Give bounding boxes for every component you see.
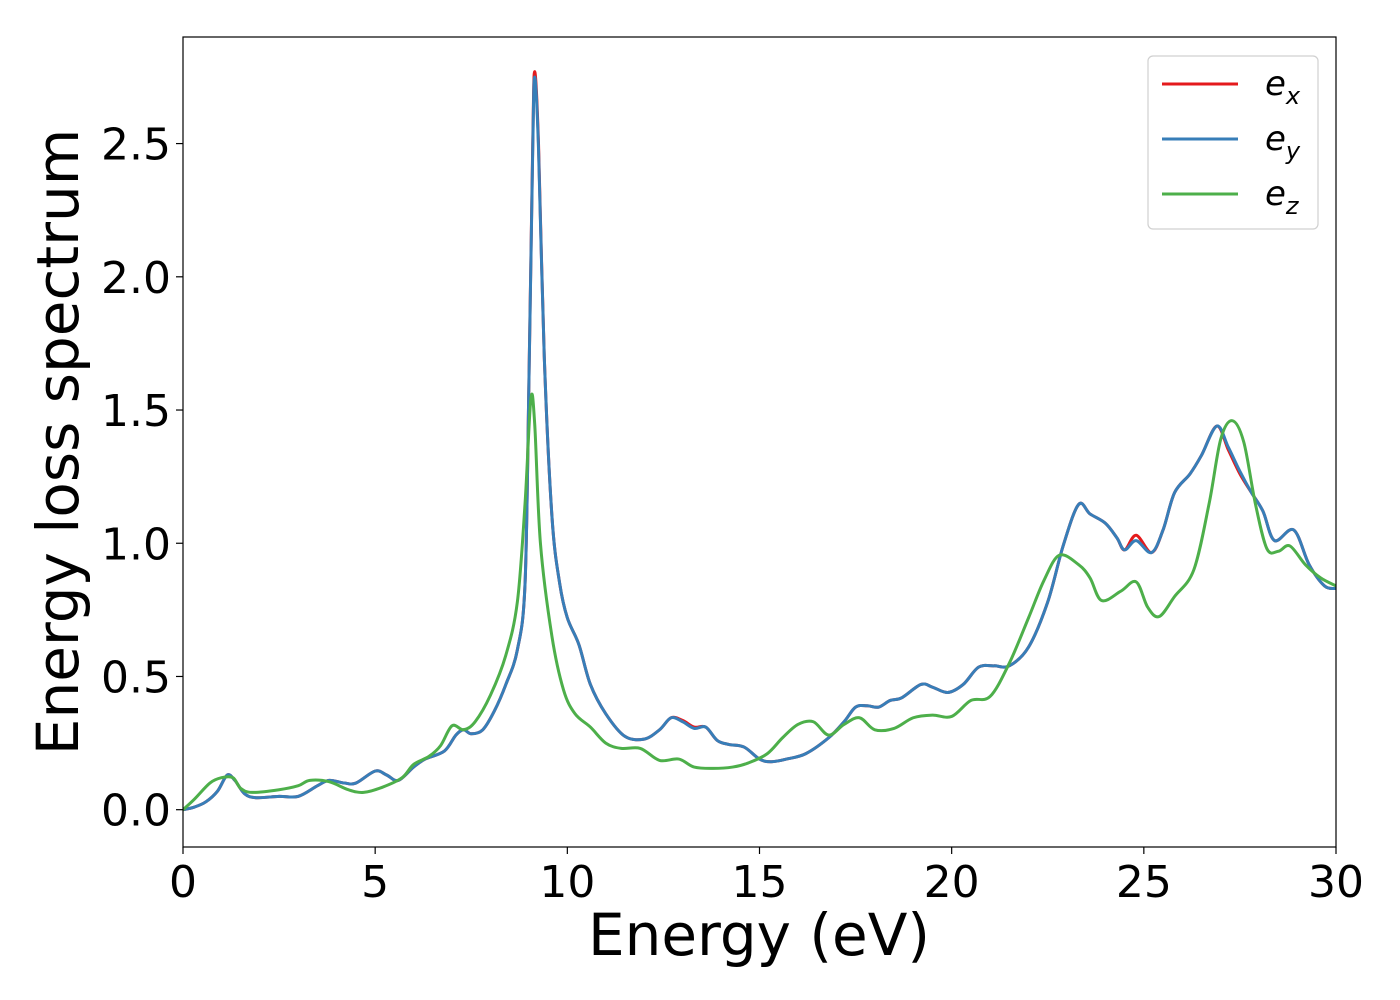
legend-label-sub: y: [1285, 137, 1301, 165]
y-tick-label: 2.0: [101, 253, 171, 304]
series-layer: [183, 70, 1336, 812]
y-axis-title: Energy loss spectrum: [24, 129, 92, 755]
x-axis-title: Energy (eV): [588, 901, 930, 969]
legend-label-base: e: [1265, 64, 1286, 104]
y-tick-label: 0.5: [101, 652, 171, 703]
x-axis: 0 5 10 15 20 25 30: [169, 847, 1364, 908]
legend-label-base: e: [1265, 119, 1286, 159]
legend-label-base: e: [1265, 174, 1286, 214]
x-tick-label: 5: [361, 857, 389, 908]
legend-box: [1147, 55, 1319, 230]
x-tick-label: 15: [732, 857, 788, 908]
y-tick-label: 0.0: [101, 786, 171, 837]
y-tick-label: 1.5: [101, 386, 171, 437]
legend-label-y: ey: [1265, 119, 1301, 165]
y-axis: 0.0 0.5 1.0 1.5 2.0 2.5: [101, 120, 183, 837]
series-line-z: [183, 392, 1336, 812]
y-tick-label: 1.0: [101, 519, 171, 570]
y-tick-label: 2.5: [101, 120, 171, 171]
legend-label-z: ez: [1265, 174, 1300, 220]
legend-label-sub: z: [1285, 192, 1300, 220]
x-tick-label: 10: [539, 857, 595, 908]
legend-label-sub: x: [1285, 82, 1301, 110]
x-tick-label: 0: [169, 857, 197, 908]
series-line-y: [183, 75, 1336, 812]
x-tick-label: 25: [1116, 857, 1172, 908]
x-tick-label: 20: [924, 857, 980, 908]
legend-label-x: ex: [1265, 64, 1301, 110]
x-tick-label: 30: [1308, 857, 1364, 908]
